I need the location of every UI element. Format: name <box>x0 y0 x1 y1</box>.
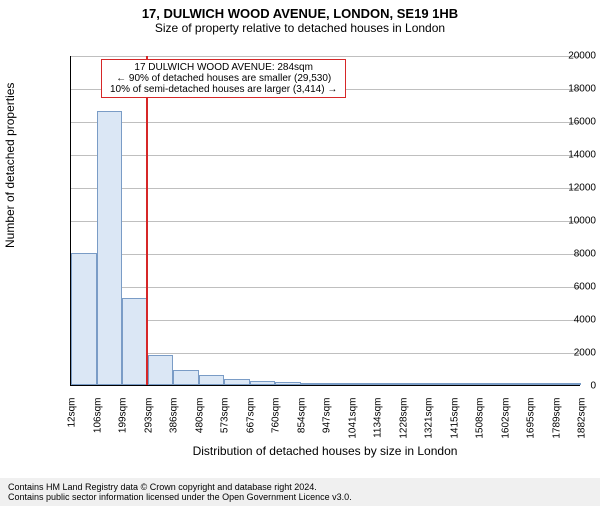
chart-title: 17, DULWICH WOOD AVENUE, LONDON, SE19 1H… <box>0 6 600 21</box>
y-tick-label: 4000 <box>528 315 596 326</box>
info-box-line: 17 DULWICH WOOD AVENUE: 284sqm <box>110 62 337 73</box>
histogram-bar <box>173 370 199 385</box>
y-tick-label: 18000 <box>528 84 596 95</box>
x-tick-label: 106sqm <box>92 398 103 458</box>
histogram-bar <box>301 383 327 385</box>
x-tick-label: 480sqm <box>194 398 205 458</box>
histogram-bar <box>454 383 480 385</box>
histogram-bar <box>71 253 97 385</box>
footer: Contains HM Land Registry data © Crown c… <box>0 478 600 506</box>
x-tick-label: 1228sqm <box>398 398 409 458</box>
histogram-bar <box>224 379 250 385</box>
chart-plot-area: 17 DULWICH WOOD AVENUE: 284sqm← 90% of d… <box>70 56 580 386</box>
histogram-bar <box>148 355 174 385</box>
x-tick-label: 1321sqm <box>424 398 435 458</box>
x-tick-label: 1508sqm <box>475 398 486 458</box>
footer-line-2: Contains public sector information licen… <box>8 492 592 502</box>
histogram-bar <box>403 383 429 385</box>
y-tick-label: 10000 <box>528 216 596 227</box>
chart-subtitle: Size of property relative to detached ho… <box>0 21 600 35</box>
y-tick-label: 8000 <box>528 249 596 260</box>
x-tick-label: 947sqm <box>322 398 333 458</box>
x-tick-label: 199sqm <box>118 398 129 458</box>
y-tick-label: 20000 <box>528 51 596 62</box>
x-tick-label: 1602sqm <box>500 398 511 458</box>
histogram-bar <box>377 383 403 385</box>
x-tick-label: 293sqm <box>143 398 154 458</box>
x-tick-label: 1882sqm <box>577 398 588 458</box>
y-tick-label: 12000 <box>528 183 596 194</box>
x-tick-label: 12sqm <box>67 398 78 458</box>
y-tick-label: 2000 <box>528 348 596 359</box>
y-tick-label: 16000 <box>528 117 596 128</box>
footer-line-1: Contains HM Land Registry data © Crown c… <box>8 482 592 492</box>
reference-line <box>146 56 148 385</box>
x-tick-label: 1134sqm <box>373 398 384 458</box>
histogram-bar <box>199 375 225 385</box>
histogram-bar <box>275 382 301 385</box>
x-tick-label: 1789sqm <box>551 398 562 458</box>
y-axis-label: Number of detached properties <box>3 208 17 248</box>
x-tick-label: 854sqm <box>296 398 307 458</box>
x-tick-label: 386sqm <box>169 398 180 458</box>
histogram-bar <box>97 111 123 385</box>
histogram-bar <box>352 383 378 385</box>
info-box: 17 DULWICH WOOD AVENUE: 284sqm← 90% of d… <box>101 59 346 98</box>
histogram-bar <box>250 381 276 385</box>
x-tick-label: 1695sqm <box>526 398 537 458</box>
x-tick-label: 1415sqm <box>449 398 460 458</box>
histogram-bar <box>505 383 531 385</box>
info-box-line: ← 90% of detached houses are smaller (29… <box>110 73 337 84</box>
x-tick-label: 1041sqm <box>347 398 358 458</box>
x-tick-label: 573sqm <box>220 398 231 458</box>
x-tick-label: 760sqm <box>271 398 282 458</box>
y-tick-label: 14000 <box>528 150 596 161</box>
histogram-bar <box>326 383 352 385</box>
x-tick-label: 667sqm <box>245 398 256 458</box>
y-tick-label: 0 <box>528 381 596 392</box>
histogram-bar <box>122 298 148 385</box>
histogram-bar <box>479 383 505 385</box>
y-tick-label: 6000 <box>528 282 596 293</box>
histogram-bar <box>428 383 454 385</box>
info-box-line: 10% of semi-detached houses are larger (… <box>110 84 337 95</box>
